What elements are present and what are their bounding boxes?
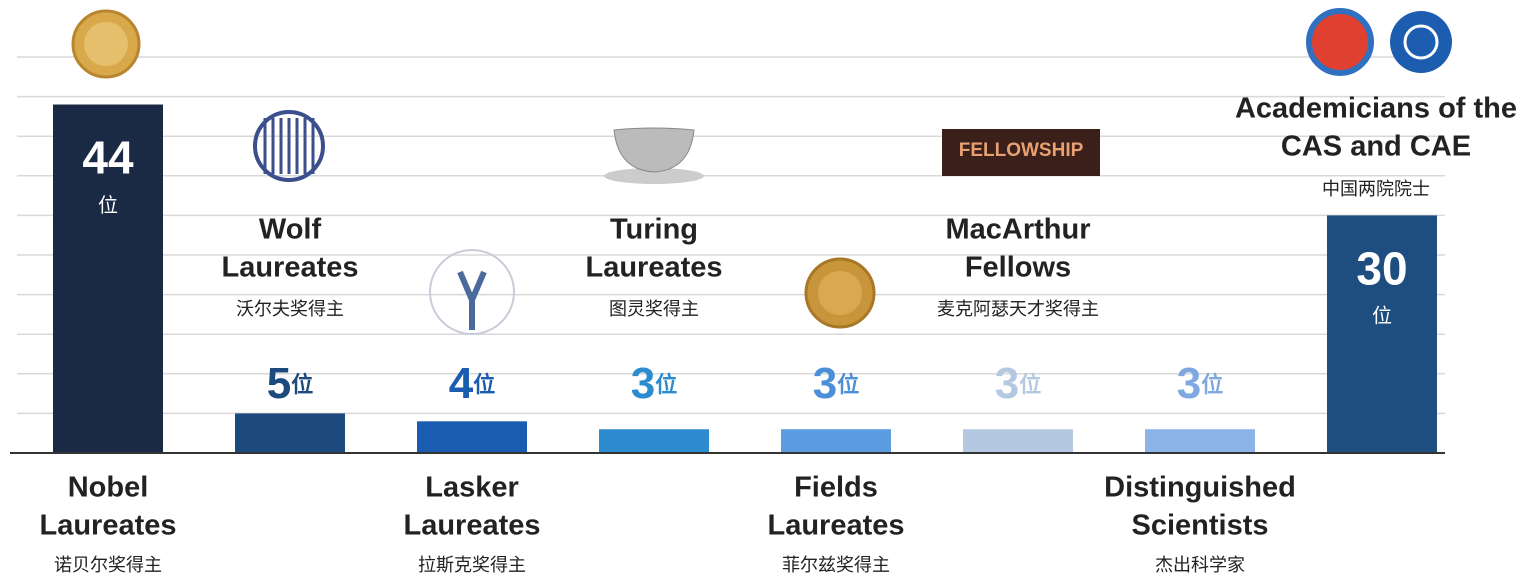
bar — [599, 429, 709, 453]
turing-bowl — [613, 127, 695, 173]
fields-medal-face — [818, 271, 862, 315]
category-subtitle: 中国两院院士 — [1322, 179, 1430, 199]
category-label: Distinguished — [1104, 472, 1296, 504]
value-label: 3位 — [995, 359, 1042, 408]
turing-bowl-base — [604, 168, 704, 184]
value-unit: 位 — [1019, 372, 1041, 397]
lasker-figure — [457, 270, 487, 330]
category-subtitle: 沃尔夫奖得主 — [236, 299, 344, 319]
category-subtitle: 菲尔兹奖得主 — [782, 555, 890, 575]
category-label: Lasker — [425, 472, 519, 504]
value-label: 3位 — [813, 359, 860, 408]
category-subtitle: 杰出科学家 — [1155, 555, 1245, 575]
nobel-medal-face — [84, 22, 128, 66]
category-label: Fields — [794, 472, 878, 504]
category-label: Academicians of the — [1235, 93, 1517, 125]
bar — [1145, 429, 1255, 453]
category-label: Scientists — [1132, 510, 1269, 542]
bar — [417, 421, 527, 453]
value-label: 30 — [1356, 243, 1407, 295]
value-number: 4 — [449, 359, 474, 408]
category-subtitle: 麦克阿瑟天才奖得主 — [937, 299, 1099, 319]
value-label: 3位 — [1177, 359, 1224, 408]
value-label: 4位 — [449, 359, 496, 408]
category-subtitle: 图灵奖得主 — [609, 299, 699, 319]
cas-logo — [1390, 11, 1452, 73]
category-label: Laureates — [767, 510, 904, 542]
value-number: 3 — [995, 359, 1019, 408]
value-number: 3 — [631, 359, 655, 408]
value-unit: 位 — [655, 372, 677, 397]
value-unit: 位 — [98, 194, 118, 217]
category-label: Laureates — [403, 510, 540, 542]
bar — [781, 429, 891, 453]
value-number: 3 — [1177, 359, 1201, 408]
cas-logo-inner — [1403, 24, 1439, 60]
category-label: Fellows — [965, 252, 1071, 284]
category-label: Laureates — [221, 252, 358, 284]
bar — [235, 413, 345, 453]
value-unit: 位 — [473, 372, 495, 397]
value-unit: 位 — [1372, 305, 1392, 328]
value-label: 3位 — [631, 359, 678, 408]
category-label: MacArthur — [945, 214, 1090, 246]
value-unit: 位 — [837, 372, 859, 397]
bar — [1327, 215, 1437, 453]
category-label: Laureates — [585, 252, 722, 284]
macarthur-logo — [942, 129, 1100, 176]
bar — [963, 429, 1073, 453]
category-label: Laureates — [39, 510, 176, 542]
macarthur-logo-text: FELLOWSHIP — [959, 140, 1084, 161]
category-subtitle: 拉斯克奖得主 — [418, 555, 526, 575]
category-subtitle: 诺贝尔奖得主 — [54, 555, 162, 575]
category-label: Wolf — [259, 214, 322, 246]
value-unit: 位 — [291, 372, 313, 397]
category-label: Turing — [610, 214, 698, 246]
cae-logo — [1306, 8, 1374, 76]
wolf-logo — [253, 110, 325, 182]
value-number: 3 — [813, 359, 837, 408]
bar — [53, 104, 163, 454]
category-label: Nobel — [68, 472, 149, 504]
value-label: 5位 — [267, 359, 314, 408]
lasker-logo — [429, 249, 515, 335]
category-label: CAS and CAE — [1281, 131, 1471, 163]
value-number: 5 — [267, 359, 291, 408]
value-unit: 位 — [1201, 372, 1223, 397]
value-label: 44 — [82, 132, 134, 184]
